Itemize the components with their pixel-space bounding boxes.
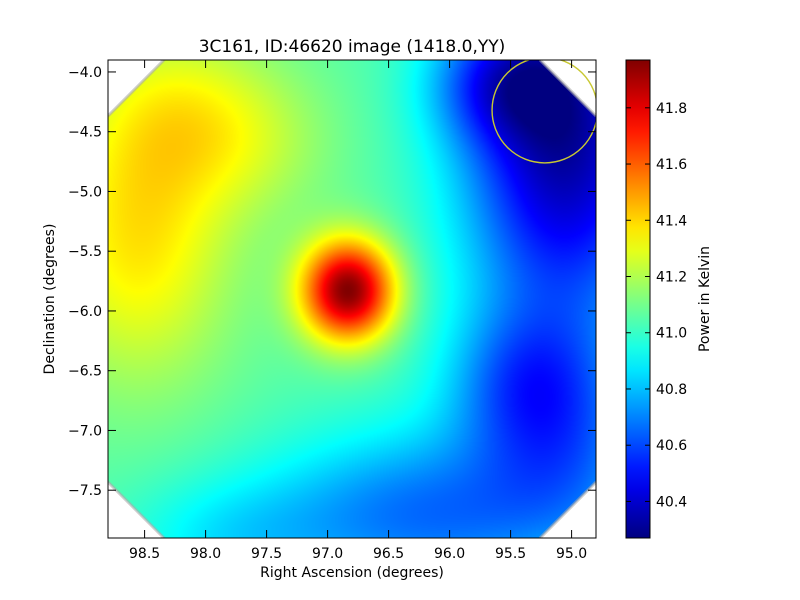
colorbar-gradient <box>626 60 650 538</box>
x-tick-label: 97.0 <box>312 546 343 562</box>
colorbar-tick-label: 41.2 <box>656 270 687 286</box>
colorbar-tick-label: 40.6 <box>656 438 687 454</box>
y-tick-label: −6.5 <box>68 364 102 380</box>
x-tick-label: 97.5 <box>251 546 282 562</box>
heatmap-image <box>108 60 596 538</box>
y-tick-label: −7.0 <box>68 423 102 439</box>
colorbar-tick-label: 41.4 <box>656 213 687 229</box>
plot-area: 98.5 98.0 97.5 97.0 96.5 96.0 95.5 95.0 −4.0−4.… <box>68 59 597 562</box>
y-tick-label: −4.0 <box>68 65 102 81</box>
x-axis-label: Right Ascension (degrees) <box>260 565 444 581</box>
corner-masks <box>108 60 596 538</box>
y-axis-label: Declination (degrees) <box>42 224 58 375</box>
x-tick-label: 96.5 <box>373 546 404 562</box>
x-tick-label: 95.0 <box>556 546 587 562</box>
colorbar-tick-label: 40.8 <box>656 382 687 398</box>
y-tick-label: −4.5 <box>68 125 102 141</box>
x-tick-label: 98.5 <box>129 546 160 562</box>
corner-mask-edge <box>538 480 596 538</box>
x-tick-label: 98.0 <box>190 546 221 562</box>
colorbar-tick-label: 40.4 <box>656 494 687 510</box>
colorbar-tick-label: 41.6 <box>656 157 687 173</box>
y-tick-label: −5.5 <box>68 244 102 260</box>
colorbar: 40.4 40.6 40.8 41.0 41.2 41.4 41.6 41.8 Power i… <box>625 59 713 539</box>
corner-mask-edge <box>538 60 596 118</box>
y-tick-label: −7.5 <box>68 483 102 499</box>
x-tick-label: 95.5 <box>495 546 526 562</box>
x-axis-ticks: 98.5 98.0 97.5 97.0 96.5 96.0 95.5 95.0 <box>129 60 587 562</box>
x-tick-label: 96.0 <box>434 546 465 562</box>
colorbar-tick-label: 41.8 <box>656 101 687 117</box>
chart-title: 3C161, ID:46620 image (1418.0,YY) <box>199 37 506 57</box>
beam-circle <box>491 60 596 164</box>
plot-frame <box>107 59 597 539</box>
colorbar-tick-label: 41.0 <box>656 326 687 342</box>
corner-mask-edge <box>108 60 166 118</box>
y-tick-label: −6.0 <box>68 304 102 320</box>
y-axis-ticks: −4.0 −4.5 −5.0 −5.5 −6.0 −6.5 −7.0 −7.5 <box>68 65 596 499</box>
y-tick-label: −5.0 <box>68 184 102 200</box>
corner-mask-edge <box>108 480 166 538</box>
colorbar-label: Power in Kelvin <box>697 246 713 352</box>
colorbar-frame <box>625 59 651 539</box>
colorbar-ticks: 40.4 40.6 40.8 41.0 41.2 41.4 41.6 41.8 <box>626 101 687 510</box>
